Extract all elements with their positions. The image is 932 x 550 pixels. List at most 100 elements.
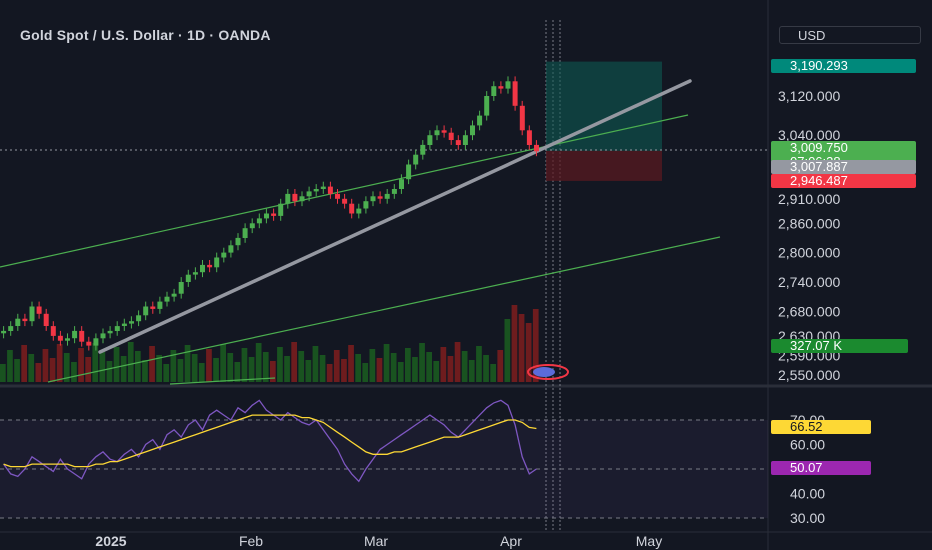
candle-body <box>462 135 468 145</box>
rsi-line <box>3 399 537 483</box>
candle-body <box>342 198 348 204</box>
volume-bar <box>461 351 468 382</box>
volume-bar <box>234 362 241 382</box>
candle-body <box>36 306 42 314</box>
volume-bar <box>397 362 404 382</box>
volume-bar <box>156 355 162 382</box>
candle-body <box>57 335 63 341</box>
volume-bar <box>405 348 411 382</box>
candle-body <box>256 218 262 224</box>
candle-body <box>65 338 70 341</box>
price-tick-label: 2,860.000 <box>778 215 840 231</box>
candle-body <box>264 213 269 219</box>
candle-body <box>434 130 440 136</box>
volume-bar <box>490 364 496 382</box>
channel-base-line <box>169 377 276 385</box>
volume-bar <box>35 363 42 382</box>
price-tick-label: 2,740.000 <box>778 274 840 290</box>
volume-bar <box>106 361 113 382</box>
currency-button[interactable]: USD <box>779 26 921 44</box>
volume-bar <box>497 350 504 382</box>
volume-bar <box>0 364 6 382</box>
volume-bar <box>362 363 369 382</box>
price-tick-label: 3,040.000 <box>778 127 840 143</box>
candle-body <box>455 140 461 145</box>
candle-body <box>327 186 333 194</box>
volume-bar <box>305 360 312 382</box>
candle-body <box>448 132 454 140</box>
candle-body <box>192 272 198 275</box>
price-tick-label: 3,120.000 <box>778 88 840 104</box>
event-marker-flag-icon <box>533 367 555 377</box>
candle-body <box>200 264 205 273</box>
volume-bar <box>312 346 319 382</box>
candle-body <box>86 341 92 346</box>
volume-bar <box>184 345 191 382</box>
volume-bar <box>198 363 205 382</box>
candle-body <box>79 330 85 342</box>
price-tick-label: 2,550.000 <box>778 367 840 383</box>
candle-body <box>505 81 511 89</box>
volume-bar <box>220 344 226 382</box>
volume-bar <box>518 314 525 382</box>
event-marker-ring <box>527 364 569 380</box>
candle-body <box>370 196 376 202</box>
trendline <box>98 79 692 354</box>
candle-body <box>399 179 404 189</box>
candle-body <box>114 326 120 331</box>
volume-bar <box>298 351 305 382</box>
candle-body <box>377 196 383 199</box>
candle-body <box>22 318 28 322</box>
volume-bar <box>7 350 13 382</box>
channel-lower-line <box>47 236 721 383</box>
volume-bar <box>213 358 219 382</box>
candle-body <box>477 115 483 126</box>
candle-body <box>8 326 14 331</box>
volume-bar <box>85 357 91 382</box>
target-price-badge: 3,190.293 <box>771 59 916 73</box>
price-tick-label: 2,680.000 <box>778 303 840 319</box>
volume-bar <box>262 352 269 382</box>
volume-bar <box>277 347 283 382</box>
volume-bar <box>71 362 77 382</box>
rsi-ma-line <box>3 414 537 468</box>
time-tick-label: Apr <box>500 533 522 549</box>
candle-body <box>349 203 355 214</box>
volume-bar <box>504 319 511 382</box>
candle-body <box>384 193 390 199</box>
time-tick-label: May <box>636 533 662 549</box>
channel-upper-line <box>0 114 689 268</box>
entry-price-badge: 3,007.887 <box>771 160 916 174</box>
volume-bar <box>447 356 454 382</box>
candle-body <box>171 293 177 297</box>
volume-bar <box>319 355 326 382</box>
candle-body <box>178 282 184 294</box>
volume-bar <box>341 359 347 382</box>
candle-body <box>491 86 497 96</box>
candle-body <box>285 193 291 204</box>
volume-bar <box>191 354 198 382</box>
candle-body <box>406 164 412 180</box>
rsi-tick-label: 40.00 <box>790 486 825 502</box>
candle-body <box>185 274 191 282</box>
candle-body <box>526 130 532 145</box>
volume-bar <box>476 346 482 382</box>
volume-bar <box>412 357 418 382</box>
candle-body <box>363 201 369 209</box>
volume-bar <box>525 323 532 382</box>
volume-badge: 327.07 K <box>771 339 908 353</box>
candle-body <box>143 306 149 316</box>
volume-bar <box>206 349 212 382</box>
volume-bar <box>454 342 461 382</box>
candle-body <box>519 105 525 131</box>
last-price-value: 3,009.750 <box>790 140 848 155</box>
volume-bar <box>127 342 134 382</box>
candle-body <box>306 191 312 197</box>
candle-body <box>129 321 134 324</box>
candle-body <box>278 203 284 216</box>
rsi-ma-badge: 66.52 <box>771 420 871 434</box>
candle-body <box>498 86 504 89</box>
candle-body <box>15 318 21 326</box>
volume-bar <box>170 350 177 382</box>
